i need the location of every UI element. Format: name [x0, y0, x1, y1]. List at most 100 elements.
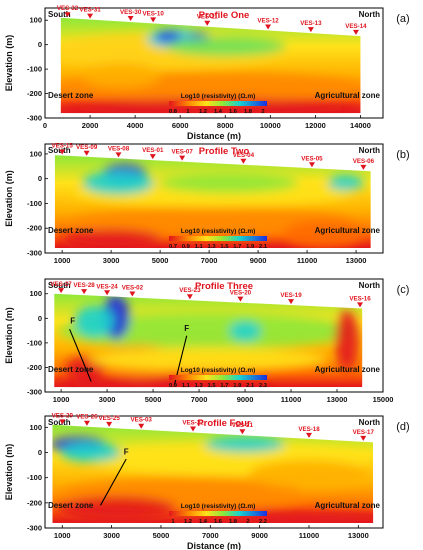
agricultural-zone-label: Agricultural zone	[315, 365, 381, 374]
station-label: VES-22	[182, 420, 204, 427]
colorbar-tick-label: 0.8	[169, 109, 178, 115]
station-label: VES-20	[230, 290, 252, 297]
station-marker	[58, 288, 65, 294]
y-tick-label: -100	[27, 199, 42, 208]
colorbar-tick-label: 0.9	[182, 244, 191, 250]
station-marker	[186, 294, 193, 300]
profile-title: Profile Three	[195, 281, 253, 292]
x-tick-label: 1000	[54, 531, 71, 540]
station-marker	[104, 290, 111, 296]
y-tick-label: 0	[38, 448, 42, 457]
profile-title: Profile One	[199, 10, 250, 21]
station-label: VES-17	[353, 429, 375, 436]
x-tick-label: 11000	[299, 531, 319, 540]
resistivity-section	[52, 424, 374, 523]
x-tick-label: 5000	[153, 531, 170, 540]
y-axis-label: Elevation (m)	[4, 35, 14, 92]
agricultural-zone-label: Agricultural zone	[315, 501, 381, 510]
panel-frame	[44, 415, 384, 529]
x-tick-label: 10000	[260, 121, 281, 130]
x-tick-label: 13000	[348, 531, 369, 540]
y-tick-label: -300	[27, 524, 42, 533]
colorbar-tick-label: 2	[261, 109, 264, 115]
colorbar-tick-label: 1.4	[214, 109, 223, 115]
south-label: South	[48, 10, 71, 19]
station-label: VES-27	[50, 281, 72, 288]
station-label: VES-10	[142, 10, 164, 17]
y-axis-label: Elevation (m)	[4, 307, 14, 364]
x-tick-label: 4000	[127, 121, 144, 130]
station-marker	[179, 155, 186, 161]
y-tick-label: 100	[29, 149, 42, 158]
x-tick-label: 2000	[82, 121, 99, 130]
station-marker	[307, 27, 314, 33]
fault-label: F	[184, 324, 189, 333]
panel-letter: (a)	[396, 13, 409, 25]
panel-letter: (d)	[396, 421, 409, 433]
y-tick-label: -200	[27, 363, 42, 372]
resistivity-section	[54, 155, 371, 249]
colorbar-tick-label: 2	[246, 519, 249, 525]
y-tick-label: -100	[27, 65, 42, 74]
south-label: South	[48, 418, 71, 427]
station-marker	[204, 20, 211, 26]
x-tick-label: 9000	[237, 395, 254, 404]
station-label: VES-30	[120, 9, 142, 16]
colorbar-title: Log10 (resistivity) (Ω.m)	[181, 367, 256, 374]
colorbar-tick-label: 1.1	[182, 383, 191, 389]
station-marker	[352, 29, 359, 35]
station-label: VES-25	[98, 415, 120, 422]
north-label: North	[359, 146, 380, 155]
station-marker	[83, 420, 90, 426]
colorbar-tick-label: 2.3	[259, 383, 268, 389]
x-tick-label: 3000	[99, 395, 116, 404]
y-tick-label: 0	[38, 40, 42, 49]
desert-zone-label: Desert zone	[48, 365, 94, 374]
colorbar	[169, 236, 267, 241]
x-tick-label: 7000	[202, 531, 219, 540]
station-label: VES-32	[57, 5, 79, 12]
station-marker	[115, 152, 122, 158]
colorbar-title: Log10 (resistivity) (Ω.m)	[181, 93, 256, 100]
station-label: VES-15	[51, 143, 73, 150]
colorbar-tick-label: 1.7	[220, 383, 228, 389]
south-label: South	[48, 281, 71, 290]
station-label: VES-06	[353, 158, 375, 165]
y-axis-label: Elevation (m)	[4, 170, 14, 227]
y-tick-label: 0	[38, 314, 42, 323]
station-marker	[127, 16, 134, 22]
x-tick-label: 0	[43, 121, 47, 130]
x-axis-label: Distance (m)	[187, 541, 241, 550]
station-label: VES-01	[142, 147, 164, 154]
colorbar-tick-label: 1.3	[208, 244, 217, 250]
panel-frame	[44, 7, 384, 119]
colorbar-tick-label: 1.2	[199, 109, 207, 115]
panel-b: -300 -200 -100 0 100 1000 3000 5000 7000 9000 1100…	[4, 143, 410, 265]
y-axis-label: Elevation (m)	[4, 444, 14, 501]
colorbar	[169, 101, 267, 106]
station-marker	[288, 299, 295, 305]
x-tick-label: 8000	[217, 121, 234, 130]
colorbar-tick-label: 2.2	[259, 519, 267, 525]
x-tick-label: 13000	[327, 395, 348, 404]
station-marker	[190, 426, 197, 432]
station-marker	[81, 289, 88, 295]
station-marker	[239, 429, 246, 435]
station-marker	[237, 296, 244, 302]
resistivity-section	[60, 17, 361, 114]
station-label: VES-18	[298, 426, 320, 433]
colorbar-tick-label: 1.9	[246, 244, 255, 250]
station-label: VES-16	[349, 295, 371, 302]
panel-c: F F -300 -200 -100 0 100 1000 3000 5000 7000 9000 11…	[4, 278, 409, 404]
x-tick-label: 11000	[297, 256, 317, 265]
x-tick-label: 7000	[201, 256, 218, 265]
x-tick-label: 12000	[305, 121, 326, 130]
profile-title: Profile Two	[199, 146, 250, 157]
station-marker	[265, 24, 272, 30]
station-label: VES-31	[79, 7, 101, 14]
x-axis-label: Distance (m)	[187, 131, 241, 141]
station-marker	[83, 150, 90, 156]
station-label: VES-26	[76, 414, 98, 421]
station-label: VES-24	[96, 283, 118, 290]
